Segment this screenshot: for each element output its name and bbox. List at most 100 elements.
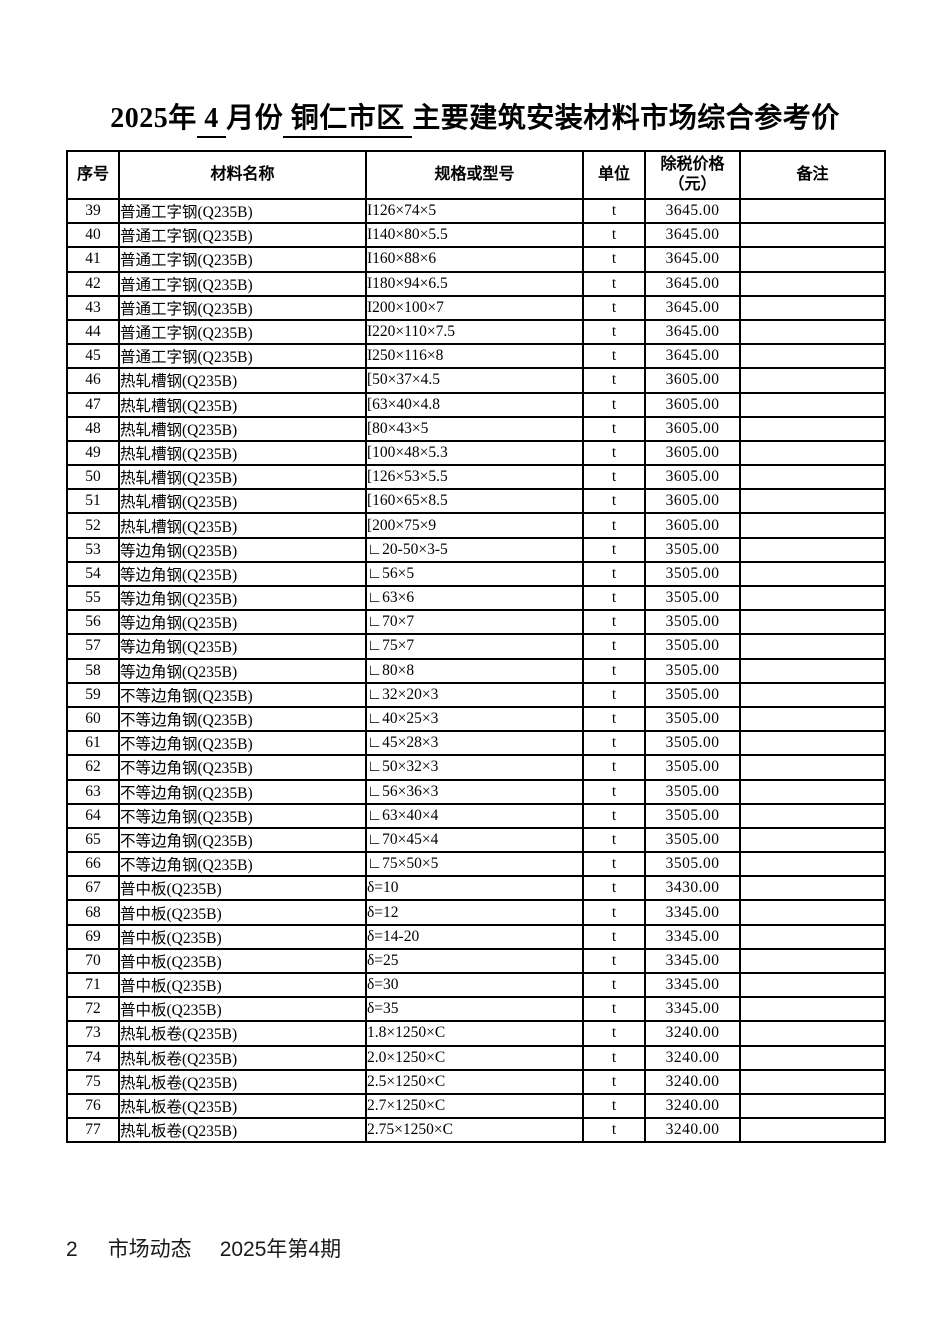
cell-material-name: 热轧板卷(Q235B)	[118, 1020, 367, 1047]
cell-spec: δ=30	[365, 971, 584, 999]
table-row: 57 等边角钢(Q235B) ∟75×7 t 3505.00	[66, 633, 886, 660]
cell-remark	[739, 367, 886, 394]
cell-spec: ∟56×5	[365, 560, 584, 588]
cell-unit: t	[582, 947, 646, 975]
cell-no: 55	[66, 584, 120, 612]
cell-spec: I180×94×6.5	[365, 270, 584, 297]
cell-spec: [50×37×4.5	[365, 367, 584, 394]
header-price-line2: （元）	[668, 176, 717, 193]
cell-spec: I250×116×8	[365, 343, 584, 370]
cell-remark	[739, 1117, 886, 1144]
cell-remark	[739, 222, 886, 249]
title-mid-part: 月份	[226, 103, 284, 134]
cell-remark	[739, 1068, 886, 1095]
cell-spec: 2.7×1250×C	[365, 1092, 584, 1120]
cell-remark	[739, 923, 886, 950]
cell-material-name: 等边角钢(Q235B)	[118, 560, 367, 588]
cell-remark	[739, 778, 886, 805]
table-row: 65 不等边角钢(Q235B) ∟70×45×4 t 3505.00	[66, 826, 886, 854]
cell-material-name: 普中板(Q235B)	[118, 947, 367, 975]
table-row: 41 普通工字钢(Q235B) I160×88×6 t 3645.00	[66, 246, 886, 273]
cell-price: 3605.00	[644, 464, 741, 491]
cell-price: 3505.00	[644, 778, 741, 805]
cell-unit: t	[582, 1068, 646, 1095]
cell-material-name: 不等边角钢(Q235B)	[118, 754, 367, 781]
cell-price: 3645.00	[644, 294, 741, 321]
cell-no: 63	[66, 778, 120, 805]
table-row: 56 等边角钢(Q235B) ∟70×7 t 3505.00	[66, 609, 886, 636]
cell-remark	[739, 633, 886, 660]
cell-unit: t	[582, 294, 646, 321]
footer-issue: 2025年第4期	[219, 1238, 342, 1261]
cell-material-name: 普通工字钢(Q235B)	[118, 318, 367, 346]
cell-material-name: 普中板(Q235B)	[118, 996, 367, 1023]
cell-spec: ∟70×7	[365, 609, 584, 636]
cell-unit: t	[582, 536, 646, 563]
cell-no: 58	[66, 657, 120, 684]
cell-no: 67	[66, 875, 120, 902]
header-unit: 单位	[582, 150, 646, 200]
cell-spec: ∟75×7	[365, 633, 584, 660]
cell-remark	[739, 802, 886, 829]
cell-price: 3645.00	[644, 222, 741, 249]
cell-price: 3430.00	[644, 875, 741, 902]
cell-no: 59	[66, 681, 120, 708]
cell-unit: t	[582, 512, 646, 539]
table-row: 52 热轧槽钢(Q235B) [200×75×9 t 3605.00	[66, 512, 886, 539]
cell-material-name: 等边角钢(Q235B)	[118, 609, 367, 636]
cell-unit: t	[582, 560, 646, 588]
cell-unit: t	[582, 1044, 646, 1071]
cell-material-name: 热轧槽钢(Q235B)	[118, 512, 367, 539]
cell-unit: t	[582, 222, 646, 249]
table-row: 68 普中板(Q235B) δ=12 t 3345.00	[66, 899, 886, 926]
cell-spec: 2.5×1250×C	[365, 1068, 584, 1095]
cell-spec: 2.75×1250×C	[365, 1117, 584, 1144]
cell-unit: t	[582, 851, 646, 878]
cell-material-name: 热轧板卷(Q235B)	[118, 1092, 367, 1120]
cell-price: 3505.00	[644, 609, 741, 636]
table-row: 64 不等边角钢(Q235B) ∟63×40×4 t 3505.00	[66, 802, 886, 829]
cell-material-name: 热轧槽钢(Q235B)	[118, 415, 367, 442]
cell-no: 53	[66, 536, 120, 563]
table-row: 54 等边角钢(Q235B) ∟56×5 t 3505.00	[66, 560, 886, 588]
table-row: 77 热轧板卷(Q235B) 2.75×1250×C t 3240.00	[66, 1117, 886, 1144]
cell-remark	[739, 826, 886, 854]
cell-material-name: 普通工字钢(Q235B)	[118, 294, 367, 321]
cell-no: 50	[66, 464, 120, 491]
header-price: 除税价格 （元）	[644, 150, 741, 200]
cell-price: 3645.00	[644, 246, 741, 273]
cell-remark	[739, 488, 886, 515]
cell-no: 42	[66, 270, 120, 297]
cell-no: 44	[66, 318, 120, 346]
cell-no: 52	[66, 512, 120, 539]
cell-no: 62	[66, 754, 120, 781]
cell-unit: t	[582, 923, 646, 950]
cell-price: 3605.00	[644, 391, 741, 418]
table-header: 序号 材料名称 规格或型号 单位 除税价格 （元） 备注	[66, 150, 886, 200]
cell-spec: I200×100×7	[365, 294, 584, 321]
cell-price: 3645.00	[644, 270, 741, 297]
cell-spec: [126×53×5.5	[365, 464, 584, 491]
cell-price: 3345.00	[644, 923, 741, 950]
cell-remark	[739, 584, 886, 612]
cell-unit: t	[582, 754, 646, 781]
cell-no: 45	[66, 343, 120, 370]
table-row: 63 不等边角钢(Q235B) ∟56×36×3 t 3505.00	[66, 778, 886, 805]
cell-remark	[739, 754, 886, 781]
cell-material-name: 热轧槽钢(Q235B)	[118, 367, 367, 394]
cell-spec: I160×88×6	[365, 246, 584, 273]
cell-material-name: 热轧板卷(Q235B)	[118, 1068, 367, 1095]
cell-no: 43	[66, 294, 120, 321]
table-row: 71 普中板(Q235B) δ=30 t 3345.00	[66, 971, 886, 999]
cell-remark	[739, 439, 886, 467]
cell-material-name: 热轧槽钢(Q235B)	[118, 439, 367, 467]
header-spec: 规格或型号	[365, 150, 584, 200]
cell-no: 57	[66, 633, 120, 660]
cell-material-name: 热轧槽钢(Q235B)	[118, 488, 367, 515]
table-header-row: 序号 材料名称 规格或型号 单位 除税价格 （元） 备注	[66, 150, 886, 200]
cell-spec: ∟63×40×4	[365, 802, 584, 829]
cell-spec: ∟70×45×4	[365, 826, 584, 854]
cell-no: 46	[66, 367, 120, 394]
cell-price: 3345.00	[644, 996, 741, 1023]
cell-material-name: 普中板(Q235B)	[118, 923, 367, 950]
